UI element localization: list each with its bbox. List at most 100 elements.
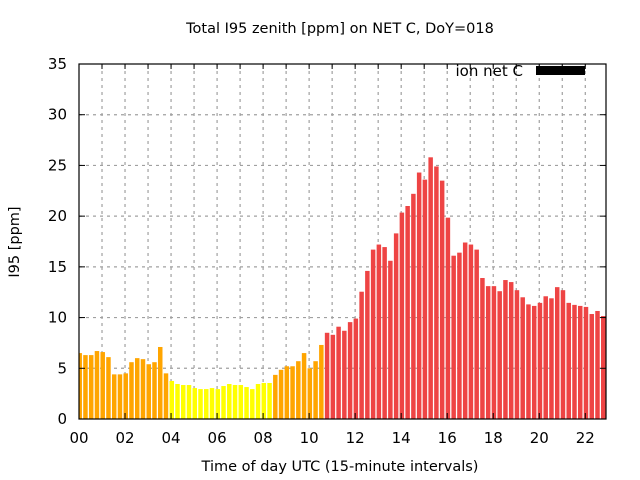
bar xyxy=(307,368,313,419)
bar xyxy=(577,305,583,419)
bar xyxy=(290,366,295,419)
bar xyxy=(359,291,364,419)
bar xyxy=(560,290,566,419)
bar xyxy=(434,166,439,419)
bar xyxy=(462,242,468,419)
bar xyxy=(428,157,433,419)
bar xyxy=(411,193,416,419)
plot-border xyxy=(78,63,607,420)
bar xyxy=(111,374,117,419)
y-axis: 0 5 10 15 20 25 30 35 xyxy=(48,55,606,428)
bar xyxy=(365,270,370,419)
y-tick-label: 10 xyxy=(48,309,67,327)
bar xyxy=(123,373,128,419)
bar xyxy=(261,382,267,419)
x-tick-label: 02 xyxy=(115,429,134,447)
x-tick-label: 16 xyxy=(438,429,457,447)
legend-label: ion net C xyxy=(456,62,523,80)
bar xyxy=(491,286,497,419)
bar xyxy=(267,382,272,419)
bar xyxy=(221,386,226,419)
x-tick-label: 10 xyxy=(300,429,319,447)
bar xyxy=(158,346,163,419)
bar xyxy=(503,280,508,419)
bar xyxy=(313,361,318,419)
x-tick-label: 22 xyxy=(576,429,595,447)
bar xyxy=(88,355,94,419)
bar xyxy=(353,318,359,419)
y-tick-label: 35 xyxy=(48,55,67,73)
bar xyxy=(175,384,180,419)
bar xyxy=(129,362,134,419)
y-tick-label: 30 xyxy=(48,106,67,124)
bar xyxy=(146,364,151,419)
bar-series xyxy=(79,157,606,419)
y-tick-label: 0 xyxy=(57,410,67,428)
bar xyxy=(134,358,140,419)
bar xyxy=(526,304,531,419)
bar xyxy=(106,357,111,419)
bar xyxy=(163,373,169,419)
bar xyxy=(566,302,571,419)
bar xyxy=(204,389,209,419)
bar xyxy=(399,212,405,419)
x-tick-label: 04 xyxy=(162,429,181,447)
bar xyxy=(227,384,232,419)
legend-swatch xyxy=(536,66,585,75)
bar xyxy=(192,388,198,419)
bar xyxy=(474,249,479,419)
legend: ion net C xyxy=(456,62,585,80)
bar xyxy=(480,278,485,419)
bar xyxy=(250,389,255,419)
bar xyxy=(301,353,307,419)
x-tick-label: 08 xyxy=(254,429,273,447)
bar xyxy=(514,290,520,419)
y-tick-label: 5 xyxy=(57,359,67,377)
bar xyxy=(117,374,123,419)
bar xyxy=(405,206,410,419)
x-tick-label: 00 xyxy=(69,429,88,447)
bar xyxy=(388,260,393,419)
bar xyxy=(79,353,82,419)
bar xyxy=(416,172,422,419)
bar xyxy=(169,380,174,419)
bar xyxy=(520,297,525,419)
bar xyxy=(284,366,290,419)
bar xyxy=(595,310,600,419)
bar xyxy=(296,361,301,419)
bar xyxy=(94,351,100,419)
bar xyxy=(330,334,336,419)
bar xyxy=(422,179,428,419)
bar xyxy=(537,302,543,419)
y-tick-label: 25 xyxy=(48,156,67,174)
bar xyxy=(255,384,261,419)
bar xyxy=(572,304,577,419)
bar xyxy=(100,352,105,419)
x-axis-label: Time of day UTC (15-minute intervals) xyxy=(201,459,479,475)
bar xyxy=(370,249,376,419)
bar xyxy=(451,255,456,419)
bar xyxy=(439,180,445,419)
bar xyxy=(324,332,330,419)
bar xyxy=(589,314,594,419)
bar xyxy=(508,282,514,419)
bar xyxy=(549,298,554,419)
bar xyxy=(232,385,238,419)
x-tick-label: 06 xyxy=(208,429,227,447)
bar xyxy=(140,359,146,419)
bar xyxy=(181,385,186,419)
bar xyxy=(278,369,284,419)
x-axis: 00 02 04 06 08 10 12 14 16 18 20 22 xyxy=(69,64,595,447)
x-tick-label: 18 xyxy=(484,429,503,447)
bar xyxy=(531,305,537,419)
y-axis-label: I95 [ppm] xyxy=(7,206,23,277)
bar xyxy=(457,252,462,419)
bar xyxy=(601,316,606,419)
bar xyxy=(543,296,548,419)
bar xyxy=(554,287,560,419)
bar xyxy=(485,286,491,419)
bar xyxy=(83,355,88,419)
bar xyxy=(382,247,387,419)
x-tick-label: 20 xyxy=(530,429,549,447)
